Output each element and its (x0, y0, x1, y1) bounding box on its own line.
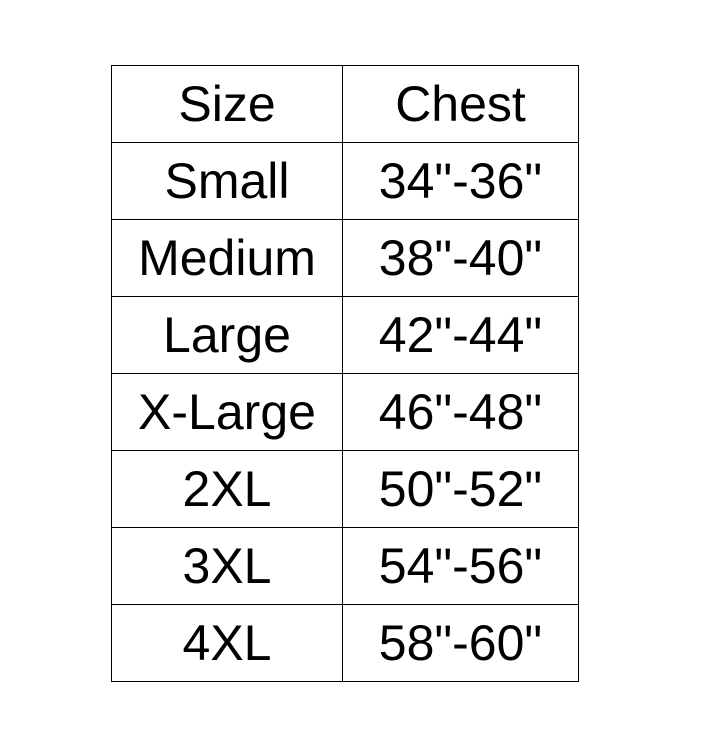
size-cell: X-Large (111, 373, 343, 451)
size-cell: 4XL (111, 604, 343, 682)
size-cell: 2XL (111, 450, 343, 528)
header-chest: Chest (342, 65, 579, 143)
chest-cell: 34"-36" (342, 142, 579, 220)
header-size: Size (111, 65, 343, 143)
chest-cell: 46"-48" (342, 373, 579, 451)
size-cell: Small (111, 142, 343, 220)
size-chart-table: Size Chest Small 34"-36" Medium 38"-40" Larg… (111, 65, 579, 682)
size-cell: 3XL (111, 527, 343, 605)
header-row: Size Chest (111, 65, 579, 143)
chest-cell: 54"-56" (342, 527, 579, 605)
size-cell: Medium (111, 219, 343, 297)
table-row: X-Large 46"-48" (111, 373, 579, 451)
table-row: 2XL 50"-52" (111, 450, 579, 528)
chest-cell: 42"-44" (342, 296, 579, 374)
chest-cell: 58"-60" (342, 604, 579, 682)
chest-cell: 50"-52" (342, 450, 579, 528)
table-row: 3XL 54"-56" (111, 527, 579, 605)
table-row: Large 42"-44" (111, 296, 579, 374)
chest-cell: 38"-40" (342, 219, 579, 297)
table-row: 4XL 58"-60" (111, 604, 579, 682)
table-row: Small 34"-36" (111, 142, 579, 220)
size-cell: Large (111, 296, 343, 374)
table-row: Medium 38"-40" (111, 219, 579, 297)
